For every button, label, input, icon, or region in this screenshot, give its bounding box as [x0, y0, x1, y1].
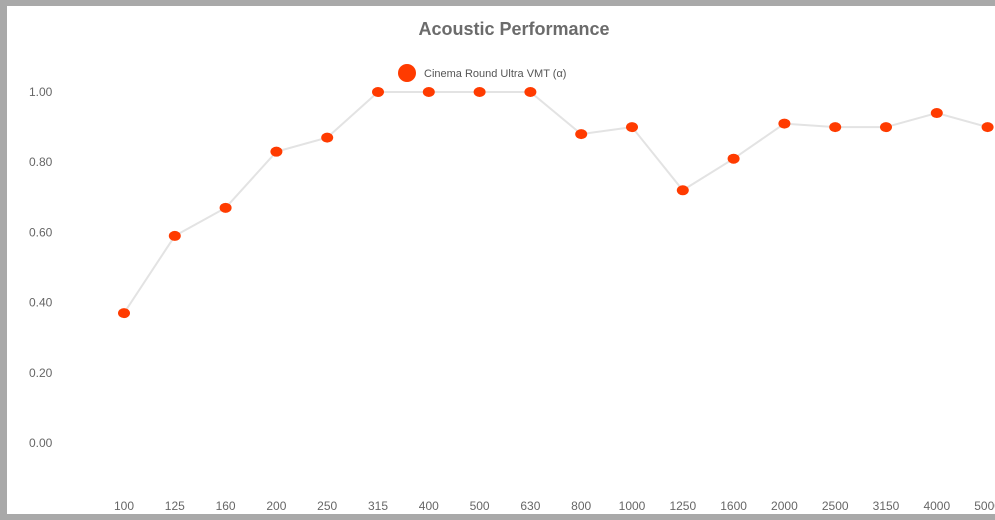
- x-tick-label: 1250: [669, 499, 696, 513]
- data-point[interactable]: [575, 129, 588, 140]
- data-point[interactable]: [321, 132, 334, 143]
- y-tick-label: 0.00: [29, 436, 53, 450]
- data-point[interactable]: [930, 108, 943, 119]
- x-tick-label: 3150: [873, 499, 900, 513]
- x-tick-label: 400: [419, 499, 439, 513]
- x-tick-label: 100: [114, 499, 134, 513]
- x-tick-label: 250: [317, 499, 337, 513]
- y-tick-label: 0.60: [29, 225, 53, 239]
- data-point[interactable]: [219, 202, 232, 213]
- legend-label: Cinema Round Ultra VMT (α): [424, 68, 566, 80]
- data-point[interactable]: [524, 87, 537, 97]
- x-tick-label: 200: [266, 499, 286, 513]
- x-tick-label: 800: [571, 499, 591, 513]
- x-tick-label: 315: [368, 499, 388, 513]
- data-point[interactable]: [676, 185, 689, 196]
- data-point[interactable]: [778, 118, 791, 129]
- data-point[interactable]: [626, 122, 638, 133]
- data-points: [118, 87, 994, 319]
- y-tick-label: 0.80: [29, 155, 53, 169]
- data-point[interactable]: [727, 153, 740, 164]
- data-point[interactable]: [829, 122, 842, 133]
- data-point[interactable]: [118, 308, 130, 319]
- x-tick-label: 5000: [974, 499, 995, 513]
- y-tick-label: 0.40: [29, 296, 53, 310]
- data-point[interactable]: [270, 146, 283, 157]
- x-axis-ticks: 100 125 160 200 250 315 400 500 630 800 1000 1250 16…: [114, 499, 995, 513]
- x-tick-label: 1600: [720, 499, 747, 513]
- data-point[interactable]: [168, 230, 181, 241]
- data-point[interactable]: [473, 87, 486, 97]
- x-tick-label: 4000: [923, 499, 950, 513]
- data-point[interactable]: [981, 122, 994, 133]
- x-tick-label: 500: [470, 499, 490, 513]
- data-point[interactable]: [422, 87, 435, 97]
- x-tick-label: 630: [520, 499, 540, 513]
- x-tick-label: 2000: [771, 499, 798, 513]
- data-point[interactable]: [372, 87, 384, 97]
- data-point[interactable]: [880, 122, 892, 133]
- y-axis-ticks: 0.00 0.20 0.40 0.60 0.80 1.00: [29, 85, 53, 450]
- chart-title: Acoustic Performance: [418, 19, 609, 39]
- y-tick-label: 0.20: [29, 366, 53, 380]
- x-tick-label: 2500: [822, 499, 849, 513]
- x-tick-label: 125: [165, 499, 185, 513]
- x-tick-label: 160: [216, 499, 236, 513]
- y-tick-label: 1.00: [29, 85, 53, 99]
- series-line: [123, 91, 988, 314]
- legend-marker: [398, 64, 416, 82]
- x-tick-label: 1000: [619, 499, 646, 513]
